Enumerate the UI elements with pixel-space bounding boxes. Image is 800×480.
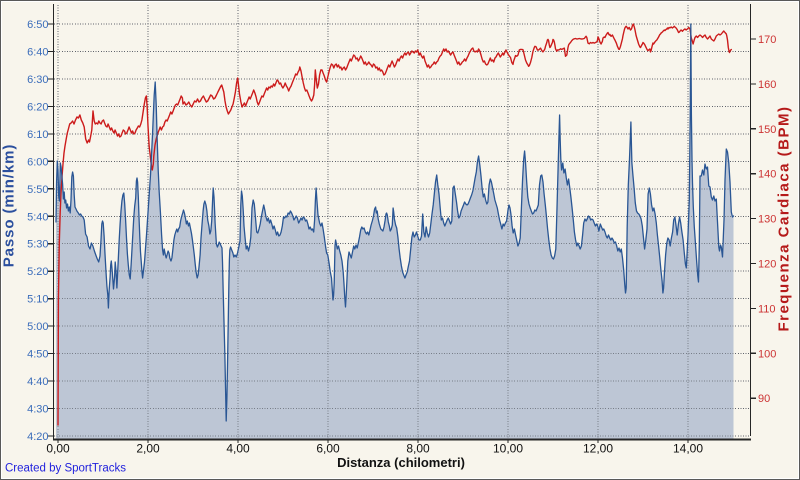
svg-text:10,00: 10,00 xyxy=(493,442,523,456)
svg-text:100: 100 xyxy=(758,348,776,360)
svg-text:8,00: 8,00 xyxy=(406,442,430,456)
svg-text:4:20: 4:20 xyxy=(27,431,48,443)
svg-text:5:20: 5:20 xyxy=(27,266,48,278)
svg-text:6:00: 6:00 xyxy=(27,156,48,168)
svg-text:6,00: 6,00 xyxy=(316,442,340,456)
svg-text:140: 140 xyxy=(758,169,776,181)
svg-text:90: 90 xyxy=(758,393,770,405)
svg-text:5:10: 5:10 xyxy=(27,294,48,306)
svg-text:170: 170 xyxy=(758,34,776,46)
svg-text:160: 160 xyxy=(758,79,776,91)
svg-text:12,00: 12,00 xyxy=(583,442,613,456)
svg-text:4:30: 4:30 xyxy=(27,404,48,416)
svg-text:6:40: 6:40 xyxy=(27,46,48,58)
svg-text:4,00: 4,00 xyxy=(226,442,250,456)
svg-text:130: 130 xyxy=(758,214,776,226)
svg-text:110: 110 xyxy=(758,303,776,315)
svg-text:Passo (min/km): Passo (min/km) xyxy=(1,144,18,267)
svg-text:0,00: 0,00 xyxy=(46,442,70,456)
svg-text:120: 120 xyxy=(758,259,776,271)
svg-text:6:10: 6:10 xyxy=(27,129,48,141)
svg-text:5:00: 5:00 xyxy=(27,321,48,333)
svg-text:4:40: 4:40 xyxy=(27,376,48,388)
svg-text:6:30: 6:30 xyxy=(27,74,48,86)
svg-text:4:50: 4:50 xyxy=(27,349,48,361)
svg-text:2,00: 2,00 xyxy=(136,442,160,456)
svg-text:6:50: 6:50 xyxy=(27,19,48,31)
svg-text:Distanza (chilometri): Distanza (chilometri) xyxy=(337,455,465,470)
svg-text:Created by SportTracks: Created by SportTracks xyxy=(5,463,126,475)
svg-text:14,00: 14,00 xyxy=(673,442,703,456)
svg-text:5:50: 5:50 xyxy=(27,184,48,196)
svg-text:Frequenza Cardiaca (BPM): Frequenza Cardiaca (BPM) xyxy=(776,105,793,331)
svg-text:5:30: 5:30 xyxy=(27,239,48,251)
svg-text:6:20: 6:20 xyxy=(27,101,48,113)
svg-text:150: 150 xyxy=(758,124,776,136)
svg-text:5:40: 5:40 xyxy=(27,211,48,223)
